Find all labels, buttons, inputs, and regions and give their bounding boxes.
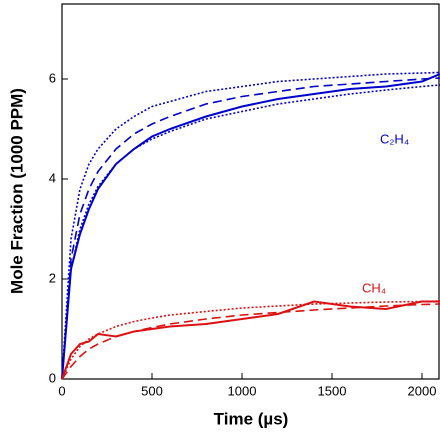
x-tick-label: 0 — [58, 383, 65, 398]
y-tick-label: 0 — [49, 370, 56, 385]
data-line — [61, 84, 440, 380]
y-axis-label: Mole Fraction (1000 PPM) — [7, 88, 26, 294]
data-line — [61, 73, 440, 380]
data-line — [61, 303, 440, 380]
data-line — [61, 77, 440, 380]
x-tick-label: 2000 — [408, 383, 437, 398]
annotation: C₂H₄ — [380, 131, 409, 146]
x-tick-label: 1000 — [228, 383, 257, 398]
plot-frame — [61, 3, 440, 380]
y-tick-label: 2 — [49, 270, 56, 285]
x-tick-label: 1500 — [318, 383, 347, 398]
annotation: CH₄ — [362, 280, 386, 295]
y-tick-label: 4 — [49, 170, 56, 185]
data-line — [61, 71, 440, 380]
x-tick-label: 500 — [141, 383, 163, 398]
data-line — [61, 300, 440, 380]
data-line — [61, 300, 440, 380]
y-tick-label: 6 — [49, 70, 56, 85]
x-axis-label: Time (µs) — [214, 409, 289, 428]
